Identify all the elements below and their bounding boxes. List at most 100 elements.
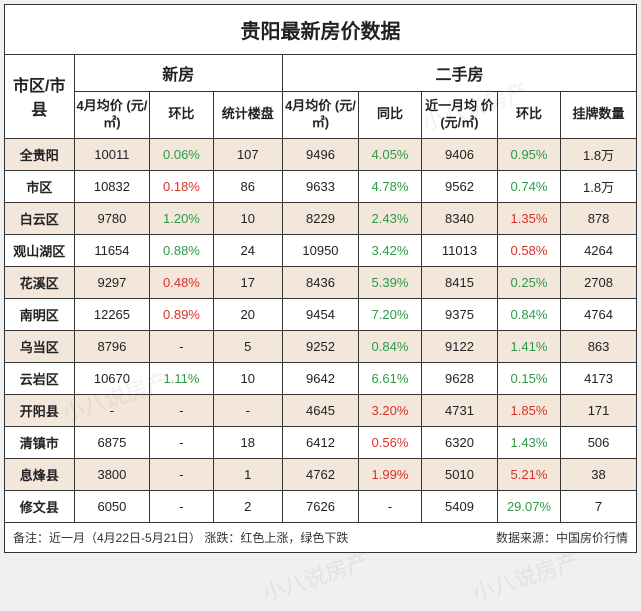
footnote-cell: 备注：近一月（4月22日-5月21日） 涨跌：红色上涨，绿色下跌 数据来源：中国…	[5, 522, 637, 552]
table-row: 息烽县3800-147621.99%50105.21%38	[5, 458, 637, 490]
cell-new-count: 86	[213, 170, 283, 202]
cell-new-avg: 10670	[74, 362, 150, 394]
cell-sec-mom: 0.15%	[497, 362, 560, 394]
cell-new-count: 20	[213, 298, 283, 330]
table-row: 市区108320.18%8696334.78%95620.74%1.8万	[5, 170, 637, 202]
footnote-right: 数据来源：中国房价行情	[496, 529, 628, 546]
cell-new-mom: -	[150, 458, 213, 490]
table-row: 乌当区8796-592520.84%91221.41%863	[5, 330, 637, 362]
cell-sec-avg: 7626	[283, 490, 359, 522]
table-row: 白云区97801.20%1082292.43%83401.35%878	[5, 202, 637, 234]
cell-sec-yoy: 7.20%	[358, 298, 421, 330]
cell-sec-avg: 9633	[283, 170, 359, 202]
cell-sec-month-avg: 4731	[422, 394, 498, 426]
cell-sec-listings: 2708	[561, 266, 637, 298]
table-row: 全贵阳100110.06%10794964.05%94060.95%1.8万	[5, 138, 637, 170]
cell-sec-avg: 9252	[283, 330, 359, 362]
table-row: 云岩区106701.11%1096426.61%96280.15%4173	[5, 362, 637, 394]
cell-sec-listings: 1.8万	[561, 138, 637, 170]
cell-sec-mom: 0.95%	[497, 138, 560, 170]
cell-new-avg: 9780	[74, 202, 150, 234]
cell-sec-mom: 0.84%	[497, 298, 560, 330]
cell-sec-mom: 0.74%	[497, 170, 560, 202]
cell-region: 白云区	[5, 202, 75, 234]
col-new-mom: 环比	[150, 92, 213, 139]
cell-sec-month-avg: 9562	[422, 170, 498, 202]
cell-sec-avg: 8436	[283, 266, 359, 298]
col-group-second: 二手房	[283, 55, 637, 92]
cell-sec-yoy: -	[358, 490, 421, 522]
table-row: 观山湖区116540.88%24109503.42%110130.58%4264	[5, 234, 637, 266]
cell-sec-listings: 878	[561, 202, 637, 234]
cell-new-mom: 0.48%	[150, 266, 213, 298]
cell-sec-yoy: 6.61%	[358, 362, 421, 394]
cell-region: 开阳县	[5, 394, 75, 426]
cell-new-mom: -	[150, 330, 213, 362]
cell-region: 清镇市	[5, 426, 75, 458]
cell-sec-avg: 6412	[283, 426, 359, 458]
table-title: 贵阳最新房价数据	[5, 5, 637, 55]
cell-sec-yoy: 0.84%	[358, 330, 421, 362]
cell-new-avg: 9297	[74, 266, 150, 298]
cell-sec-month-avg: 8340	[422, 202, 498, 234]
cell-sec-avg: 9454	[283, 298, 359, 330]
table-row: 花溪区92970.48%1784365.39%84150.25%2708	[5, 266, 637, 298]
cell-sec-mom: 0.25%	[497, 266, 560, 298]
price-table: 贵阳最新房价数据 市区/市县 新房 二手房 4月均价 (元/㎡) 环比 统计楼盘…	[4, 4, 637, 553]
cell-new-avg: 3800	[74, 458, 150, 490]
cell-region: 市区	[5, 170, 75, 202]
table-row: 开阳县---46453.20%47311.85%171	[5, 394, 637, 426]
cell-sec-mom: 1.43%	[497, 426, 560, 458]
cell-new-mom: 0.18%	[150, 170, 213, 202]
cell-new-count: 5	[213, 330, 283, 362]
cell-region: 观山湖区	[5, 234, 75, 266]
cell-new-count: 24	[213, 234, 283, 266]
cell-region: 南明区	[5, 298, 75, 330]
cell-new-avg: 10832	[74, 170, 150, 202]
cell-new-avg: 12265	[74, 298, 150, 330]
cell-new-mom: 1.20%	[150, 202, 213, 234]
footnote-left: 备注：近一月（4月22日-5月21日） 涨跌：红色上涨，绿色下跌	[13, 531, 348, 545]
cell-sec-mom: 1.85%	[497, 394, 560, 426]
cell-new-avg: 11654	[74, 234, 150, 266]
cell-new-count: 107	[213, 138, 283, 170]
cell-new-count: 1	[213, 458, 283, 490]
cell-sec-mom: 1.35%	[497, 202, 560, 234]
cell-sec-mom: 5.21%	[497, 458, 560, 490]
cell-new-mom: 0.06%	[150, 138, 213, 170]
col-group-new: 新房	[74, 55, 283, 92]
col-sec-month-avg: 近一月均 价(元/㎡)	[422, 92, 498, 139]
cell-region: 息烽县	[5, 458, 75, 490]
cell-sec-avg: 8229	[283, 202, 359, 234]
watermark: 小八说房产	[468, 544, 583, 608]
table-row: 修文县6050-27626-540929.07%7	[5, 490, 637, 522]
cell-new-count: 2	[213, 490, 283, 522]
cell-sec-mom: 0.58%	[497, 234, 560, 266]
cell-new-mom: 0.89%	[150, 298, 213, 330]
col-sec-mom: 环比	[497, 92, 560, 139]
cell-new-avg: 6875	[74, 426, 150, 458]
cell-sec-yoy: 4.05%	[358, 138, 421, 170]
cell-new-count: 10	[213, 362, 283, 394]
col-new-count: 统计楼盘	[213, 92, 283, 139]
cell-region: 乌当区	[5, 330, 75, 362]
cell-sec-month-avg: 11013	[422, 234, 498, 266]
watermark: 小八说房产	[258, 544, 373, 608]
cell-new-avg: 8796	[74, 330, 150, 362]
cell-region: 花溪区	[5, 266, 75, 298]
cell-sec-listings: 4764	[561, 298, 637, 330]
col-region: 市区/市县	[5, 55, 75, 139]
cell-sec-avg: 4645	[283, 394, 359, 426]
cell-sec-yoy: 5.39%	[358, 266, 421, 298]
col-sec-listings: 挂牌数量	[561, 92, 637, 139]
cell-new-mom: 1.11%	[150, 362, 213, 394]
cell-sec-listings: 7	[561, 490, 637, 522]
cell-sec-month-avg: 5409	[422, 490, 498, 522]
cell-sec-month-avg: 9375	[422, 298, 498, 330]
cell-sec-mom: 29.07%	[497, 490, 560, 522]
cell-new-count: 10	[213, 202, 283, 234]
cell-sec-month-avg: 5010	[422, 458, 498, 490]
cell-new-count: 17	[213, 266, 283, 298]
cell-new-mom: 0.88%	[150, 234, 213, 266]
cell-sec-avg: 10950	[283, 234, 359, 266]
